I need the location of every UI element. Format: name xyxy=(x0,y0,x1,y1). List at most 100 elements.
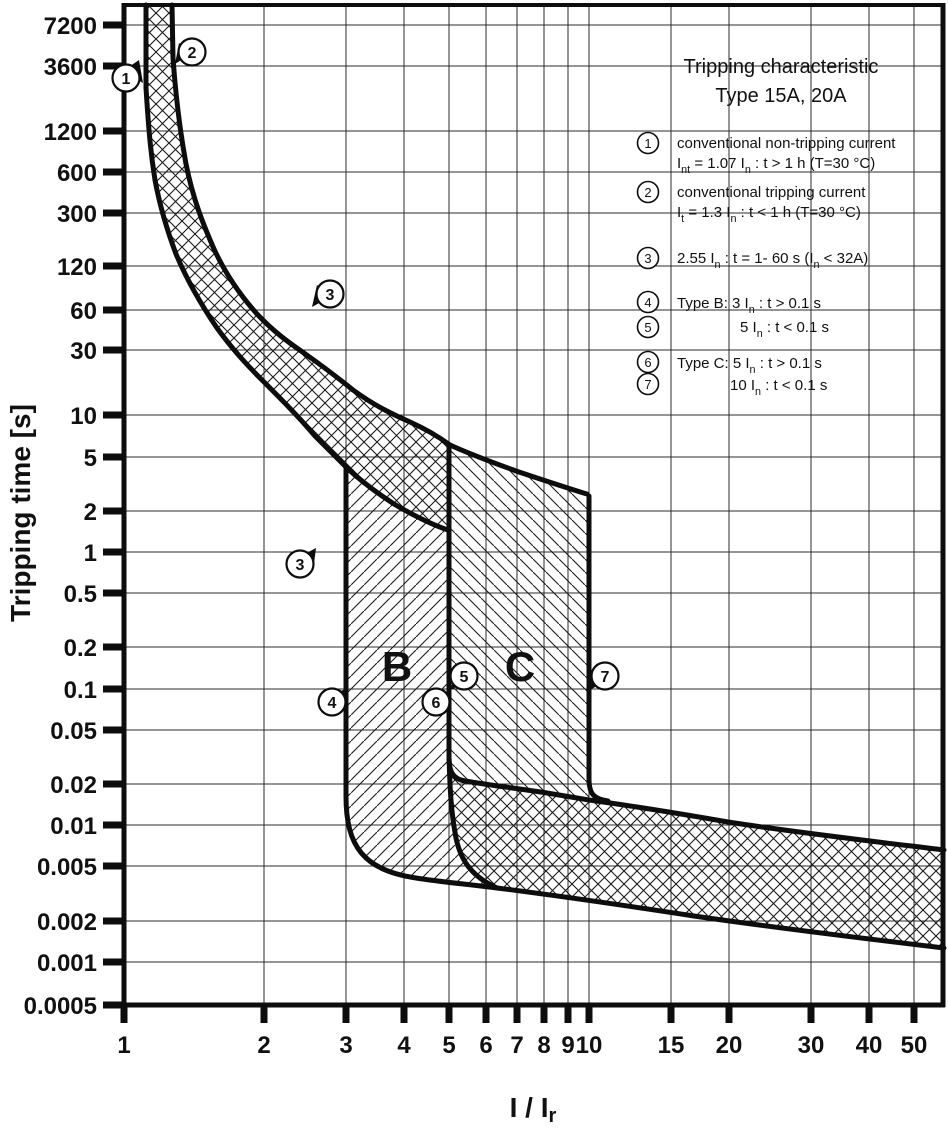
legend-circle-4 xyxy=(636,290,660,314)
y-tick-0p05: 0.05 xyxy=(50,718,97,745)
marker-2-number: 2 xyxy=(188,45,197,62)
figure-title-line2: Type 15A, 20A xyxy=(715,85,847,107)
legend-num-7: 7 xyxy=(644,377,651,392)
y-tick-1200: 1200 xyxy=(44,119,97,146)
marker-1: 1 xyxy=(111,60,143,93)
lower-thermal-curve xyxy=(143,2,451,533)
instantaneous-band-region xyxy=(449,757,944,948)
x-tick-7: 7 xyxy=(510,1032,523,1059)
marker-3-lower-number: 3 xyxy=(296,557,305,574)
y-tick-600: 600 xyxy=(57,160,97,187)
x-tick-6: 6 xyxy=(479,1032,492,1059)
y-tick-0p005: 0.005 xyxy=(37,854,97,881)
y-tick-0p01: 0.01 xyxy=(50,813,97,840)
y-tick-0p001: 0.001 xyxy=(37,950,97,977)
legend-num-1: 1 xyxy=(644,136,651,151)
type-c-region xyxy=(449,445,589,800)
marker-2: 2 xyxy=(175,37,207,67)
legend-num-3: 3 xyxy=(644,251,651,266)
five-in-lower-branch xyxy=(446,754,500,891)
y-axis-title: Tripping time [s] xyxy=(5,404,36,622)
legend-circle-5 xyxy=(636,315,660,339)
x-tick-10: 10 xyxy=(576,1032,603,1059)
legend-num-5: 5 xyxy=(644,320,651,335)
legend-circle-7 xyxy=(636,372,660,396)
x-tick-4: 4 xyxy=(397,1032,411,1059)
x-axis-ticks xyxy=(120,1005,918,1023)
x-tick-5: 5 xyxy=(442,1032,455,1059)
region-label-b: B xyxy=(382,643,412,690)
legend-item-2-line1: conventional tripping current xyxy=(677,184,866,201)
marker-1-circle xyxy=(111,63,141,93)
legend-num-2: 2 xyxy=(644,185,651,200)
region-label-c: C xyxy=(505,643,535,690)
marker-5: 5 xyxy=(449,661,479,691)
y-tick-0p2: 0.2 xyxy=(64,635,97,662)
y-tick-0p5: 0.5 xyxy=(64,581,97,608)
legend-num-6: 6 xyxy=(644,355,651,370)
marker-6-number: 6 xyxy=(432,695,441,712)
x-tick-3: 3 xyxy=(339,1032,352,1059)
marker-4: 4 xyxy=(317,687,347,717)
marker-5-number: 5 xyxy=(460,669,469,686)
legend-num-4: 4 xyxy=(644,295,651,310)
figure-title-line1: Tripping characteristic xyxy=(684,56,879,78)
legend-item-1-line1: conventional non-tripping current xyxy=(677,135,896,152)
marker-5-circle xyxy=(449,661,479,691)
chart-markers: 1 2 3 3 4 5 6 xyxy=(111,37,620,717)
legend-item-6-line1: Type C: 5 In : t > 0.1 s xyxy=(677,355,822,376)
marker-3-upper-number: 3 xyxy=(326,287,335,304)
y-tick-3600: 3600 xyxy=(44,54,97,81)
x-tick-2: 2 xyxy=(257,1032,270,1059)
marker-4-circle xyxy=(317,687,347,717)
marker-7-number: 7 xyxy=(601,669,610,686)
legend-item-7-line1: 10 In : t < 0.1 s xyxy=(730,377,827,398)
x-tick-8: 8 xyxy=(537,1032,550,1059)
x-axis-tick-labels: 1 2 3 4 5 6 7 8 9 10 15 20 30 40 50 xyxy=(117,1032,927,1059)
legend-item-2-line2: It = 1.3 In : t < 1 h (T=30 °C) xyxy=(677,204,861,225)
legend-item-4-line1: Type B: 3 In : t > 0.1 s xyxy=(677,295,821,316)
x-tick-9: 9 xyxy=(561,1032,574,1059)
y-axis-ticks xyxy=(103,21,124,1009)
marker-6: 6 xyxy=(421,687,451,717)
y-tick-0p002: 0.002 xyxy=(37,909,97,936)
marker-7-circle xyxy=(590,661,620,691)
y-tick-0p1: 0.1 xyxy=(64,677,97,704)
y-tick-0p0005: 0.0005 xyxy=(24,993,97,1020)
five-in-upper-branch xyxy=(446,754,947,853)
marker-3-lower-circle xyxy=(285,549,315,579)
y-tick-300: 300 xyxy=(57,201,97,228)
legend-item-1-line2: Int = 1.07 In : t > 1 h (T=30 °C) xyxy=(677,155,875,176)
ten-in-limit-line xyxy=(586,493,611,804)
upper-thermal-curve xyxy=(169,2,590,497)
y-tick-1: 1 xyxy=(84,540,97,567)
marker-1-number: 1 xyxy=(122,71,131,88)
y-tick-7200: 7200 xyxy=(44,13,97,40)
marker-2-circle xyxy=(177,37,207,67)
legend-item-5-line1: 5 In : t < 0.1 s xyxy=(740,319,829,340)
legend-circle-3 xyxy=(636,246,660,270)
type-b-region xyxy=(346,468,497,888)
y-tick-2: 2 xyxy=(84,499,97,526)
y-tick-5: 5 xyxy=(84,445,97,472)
marker-7: 7 xyxy=(590,661,620,691)
type-b-lower-limit-curve xyxy=(343,465,947,951)
marker-3-upper: 3 xyxy=(312,279,345,309)
thermal-band-region xyxy=(146,5,449,530)
legend-circle-6 xyxy=(636,350,660,374)
marker-6-circle xyxy=(421,687,451,717)
x-axis-title: I / Ir xyxy=(510,1092,557,1127)
legend-circle-1 xyxy=(636,131,660,155)
x-tick-1: 1 xyxy=(117,1032,130,1059)
y-tick-10: 10 xyxy=(70,403,97,430)
x-tick-30: 30 xyxy=(798,1032,825,1059)
marker-3-upper-circle xyxy=(315,279,345,309)
marker-4-number: 4 xyxy=(328,695,337,712)
y-axis-tick-labels: 7200 3600 1200 600 300 120 60 30 10 5 2 … xyxy=(24,13,97,1020)
x-tick-40: 40 xyxy=(856,1032,883,1059)
legend-item-3-line1: 2.55 In : t = 1- 60 s (In < 32A) xyxy=(677,250,868,271)
x-tick-15: 15 xyxy=(658,1032,685,1059)
x-tick-20: 20 xyxy=(716,1032,743,1059)
